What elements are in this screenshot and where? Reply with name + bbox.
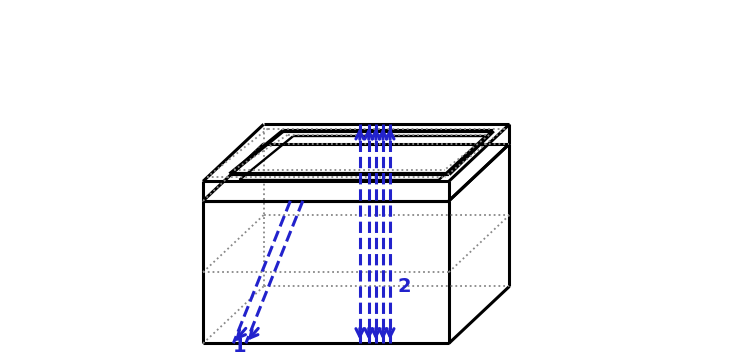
Text: 2: 2 <box>397 277 411 296</box>
Text: 1: 1 <box>233 337 246 356</box>
